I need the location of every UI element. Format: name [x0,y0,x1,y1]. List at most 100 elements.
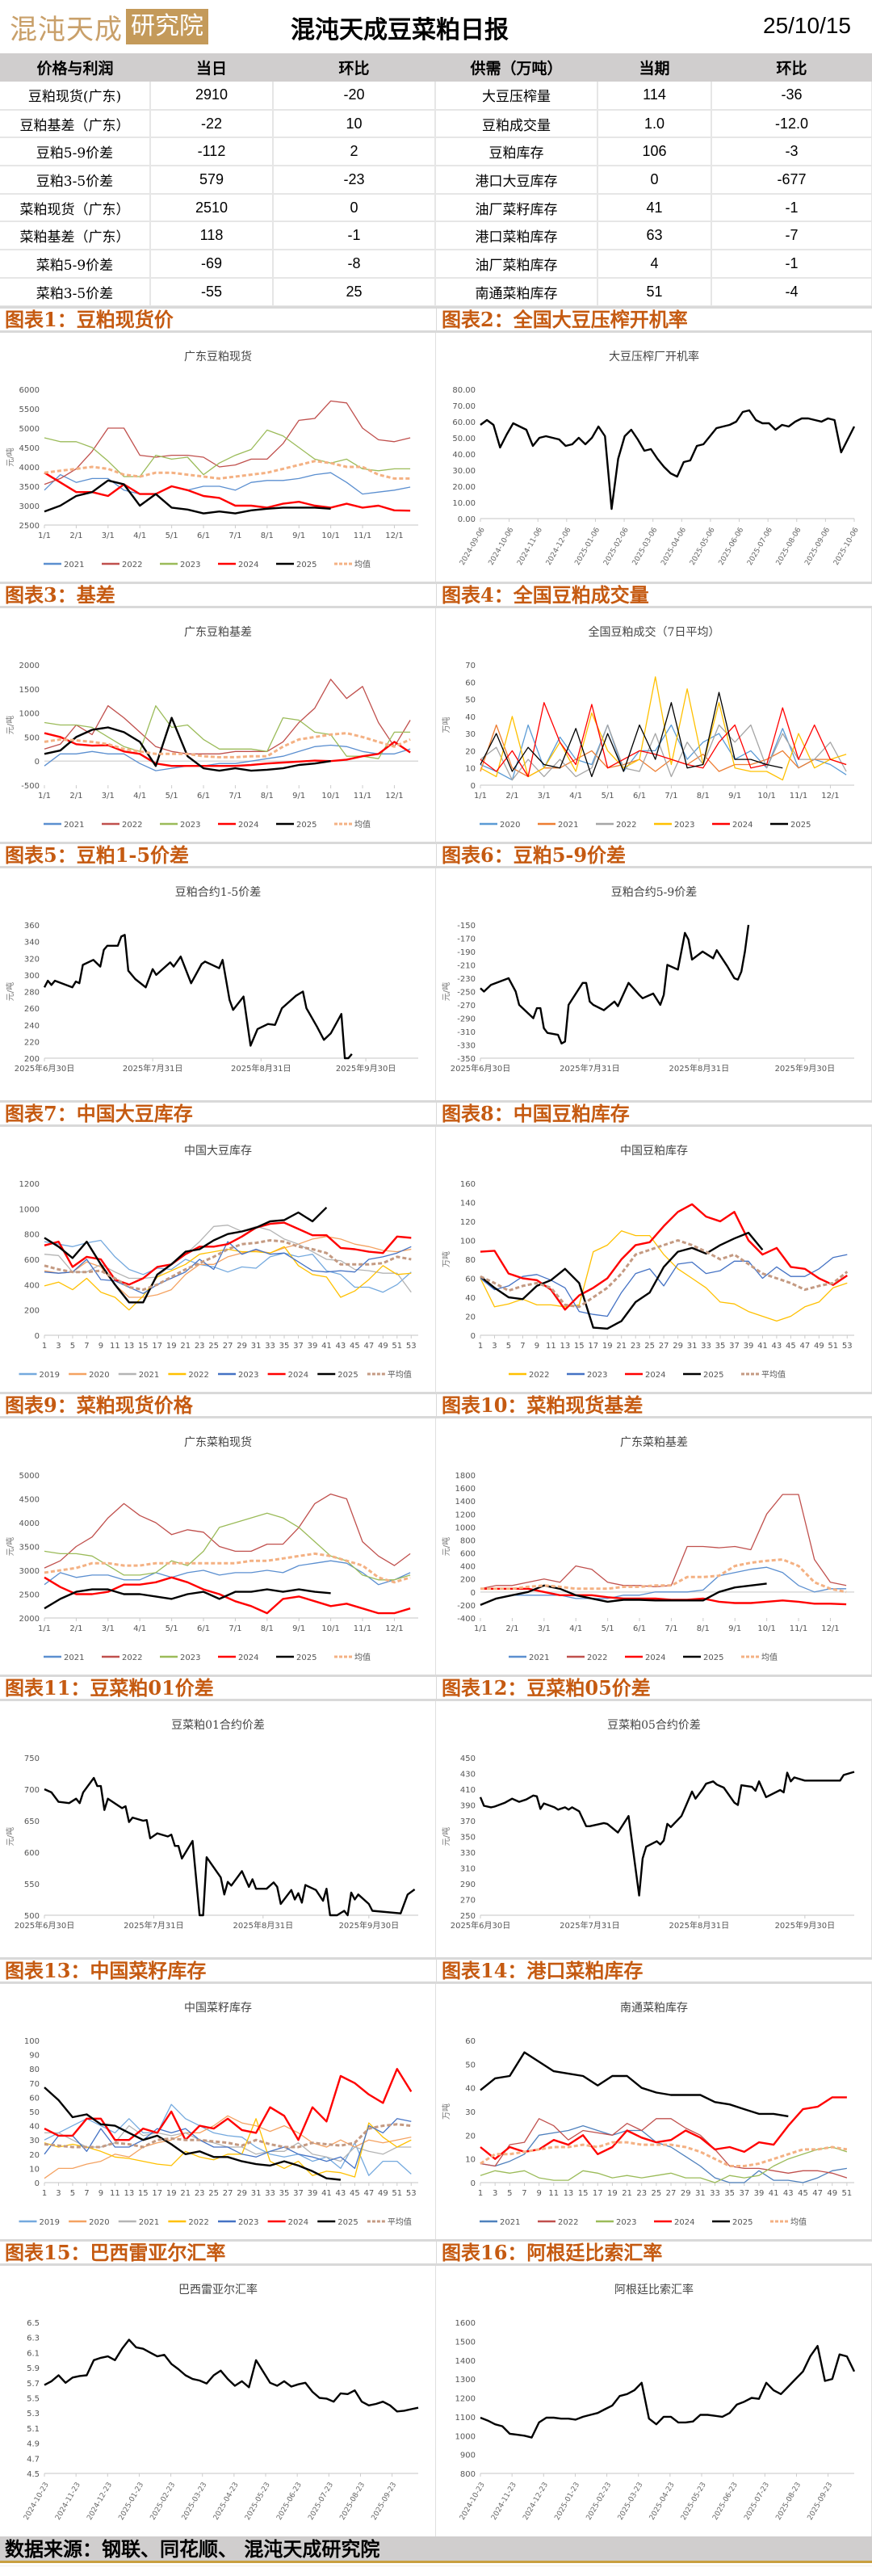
y-tick-label: 20 [465,747,476,756]
x-tick-label: 25 [644,1342,655,1351]
legend-label: 2023 [238,1371,258,1380]
period-value: 51 [597,277,712,307]
today-value: 579 [150,166,274,195]
legend-label: 2022 [122,821,142,830]
y-tick-label: 410 [460,1786,476,1795]
x-tick-label: 4/1 [569,792,582,801]
x-tick-label: 4/1 [133,532,146,540]
x-tick-label: 21 [622,2189,632,2198]
chart-panel: 中国菜籽库存 0 10 20 30 40 50 60 70 80 90 100 1 3 5 7 9 11 13 15 1… [0,1984,436,2239]
y-tick-label: 400 [24,1281,40,1290]
x-tick-label: 11 [110,2189,120,2198]
y-tick-label: 20 [465,1313,476,1322]
x-tick-label: 19 [602,1342,613,1351]
x-tick-label: 2025年8月31日 [231,1063,291,1074]
x-tick-label: 53 [842,1342,853,1351]
x-tick-label: 7 [84,1342,89,1351]
x-tick-label: 41 [321,1342,332,1351]
x-tick-label: 9 [99,2189,103,2198]
y-axis-label: 元/吨 [5,982,15,1001]
x-tick-label: 2024-10-06 [488,526,516,567]
series-line-2022 [480,724,847,781]
y-tick-label: 900 [460,2452,476,2460]
y-tick-label: 5.1 [27,2425,40,2434]
y-axis-label: 元/吨 [5,1827,15,1846]
x-tick-label: 13 [124,2189,134,2198]
x-tick-label: 7/1 [664,1624,677,1633]
line-chart: 豆粕合约1-5价差 200 220 240 260 280 300 320 340 360 元/吨 2… [5,886,418,1074]
figure-title: 图表12：豆菜粕05价差 [436,1677,872,1700]
x-tick-label: 47 [363,2189,374,2198]
x-tick-label: 45 [350,1342,360,1351]
line-chart: 豆粕合约5-9价差 -350 -330 -310 -290 -270 -250 -230 -21… [441,886,854,1074]
period-value: 114 [597,82,712,111]
today-change: -8 [273,250,436,279]
y-tick-label: 50 [465,2061,476,2070]
chart-section: 图表1：豆粕现货价 图表2：全国大豆压榨开机率 广东豆粕现货 2500 3000 3500… [0,306,872,582]
x-tick-label: 2025年7月31日 [123,1063,183,1074]
line-chart: 阿根廷比索汇率 800 900 1000 1100 1200 1300 1400 1500 160… [455,2283,856,2522]
table-row: 豆粕3-5价差 579 -23 港口大豆库存 0 -677 [0,166,872,195]
legend-label: 2022 [529,1371,549,1380]
x-tick-label: 5/1 [602,792,614,801]
y-tick-label: 4000 [19,1519,40,1528]
chart-panel: 中国豆粕库存 0 20 40 60 80 100 120 140 160 万吨 1 3 5 7 9 11 13 15… [436,1127,872,1392]
x-tick-label: 2025年9月30日 [775,1920,836,1931]
y-tick-label: 70 [465,662,476,670]
x-tick-label: 35 [715,1342,726,1351]
figure-title: 图表7：中国大豆库存 [5,1102,193,1125]
x-tick-label: 11/1 [790,1624,807,1633]
x-tick-label: 7/1 [228,1624,241,1633]
y-tick-label: 6000 [19,386,40,395]
y-tick-label: 1000 [19,710,40,719]
x-tick-label: 2024-12-23 [522,2481,550,2522]
y-tick-label: 1800 [455,1472,476,1481]
y-axis-label: 元/吨 [5,448,15,466]
data-source-footer: 数据来源：钢联、同花顺、 混沌天成研究院 [0,2536,872,2563]
legend-label: 2022 [616,821,636,830]
y-tick-label: 390 [460,1802,476,1811]
x-tick-label: 7 [520,1342,525,1351]
series-line-2025 [44,716,331,772]
y-tick-label: 60 [465,679,476,687]
x-tick-label: 2025-06-06 [718,526,746,567]
x-tick-label: 2025-01-23 [117,2481,145,2522]
x-tick-label: 49 [827,2189,837,2198]
series-line-均值 [44,732,411,759]
x-tick-label: 2025-03-06 [631,526,660,567]
x-tick-label: 23 [636,2189,647,2198]
period-change: -3 [711,137,872,167]
y-tick-label: 240 [24,1022,40,1031]
y-tick-label: 40.00 [452,451,476,460]
x-tick-label: 49 [814,1342,824,1351]
figure-title: 图表8：中国豆粕库存 [436,1103,872,1125]
legend-label: 2025 [337,1371,358,1380]
y-tick-label: 2500 [19,1591,40,1600]
x-tick-label: 2024-11-23 [490,2481,518,2522]
y-tick-label: 30 [465,730,476,739]
logo-text: 混沌天成 [10,13,123,46]
legend-label: 2020 [89,2218,109,2227]
company-logo: 混沌天成 研究院 [10,8,208,46]
x-tick-label: 5/1 [166,1624,178,1633]
legend-label: 2022 [558,2218,578,2227]
x-tick-label: 2025年7月31日 [560,1063,620,1074]
x-tick-label: 35 [279,1342,290,1351]
series-line-main [479,1771,855,1897]
y-tick-label: 1500 [19,686,40,695]
x-tick-label: 9/1 [292,1624,305,1633]
today-value: 2510 [150,193,274,223]
x-tick-label: 11 [548,2189,559,2198]
x-tick-label: 2/1 [69,792,82,801]
series-line-main [44,2339,419,2413]
x-tick-label: 43 [772,1342,782,1351]
series-line-2025 [480,1231,764,1330]
y-tick-label: 0 [471,1332,476,1341]
chart-panel: 巴西雷亚尔汇率 4.5 4.7 4.9 5.1 5.3 5.5 5.7 5.9 6.1 6.3 6.5… [0,2266,436,2536]
figure-title: 图表1：豆粕现货价 [5,308,174,331]
x-tick-label: 51 [828,1342,838,1351]
legend-label: 2024 [674,2218,694,2227]
chart-panel: 豆菜粕05合约价差 250 270 290 310 330 350 370 390 410 430 4… [436,1701,872,1957]
chart-title: 豆粕合约1-5价差 [175,886,262,899]
x-tick-label: 15 [574,1342,585,1351]
